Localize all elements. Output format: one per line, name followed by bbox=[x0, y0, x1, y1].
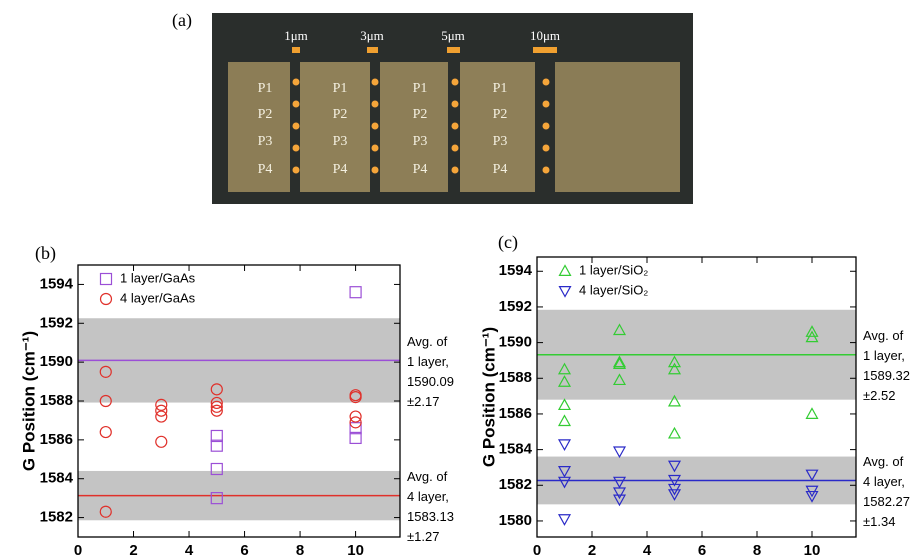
band-std: ±2.17 bbox=[407, 394, 439, 409]
point bbox=[614, 447, 625, 457]
band-note: 4 layer, bbox=[407, 489, 449, 504]
band-note: Avg. of bbox=[407, 334, 448, 349]
pad-label: P1 bbox=[333, 81, 348, 96]
y-tick-label: 1594 bbox=[40, 275, 74, 292]
panel-label: (c) bbox=[498, 232, 518, 253]
band-mean: 1589.32 bbox=[863, 368, 910, 383]
y-tick-label: 1584 bbox=[499, 441, 533, 458]
y-tick-label: 1588 bbox=[40, 392, 73, 409]
y-tick-label: 1580 bbox=[499, 512, 532, 529]
panel-label: (a) bbox=[172, 10, 192, 31]
x-tick-label: 0 bbox=[533, 542, 541, 556]
y-axis-label: G Position (cm⁻¹) bbox=[479, 327, 498, 467]
x-tick-label: 0 bbox=[74, 542, 82, 556]
pad-label: P4 bbox=[258, 162, 273, 177]
pad-label: P3 bbox=[413, 134, 428, 149]
y-tick-label: 1584 bbox=[40, 470, 74, 487]
point bbox=[100, 427, 111, 438]
point bbox=[350, 287, 361, 298]
point bbox=[559, 416, 570, 426]
pad-label: P2 bbox=[258, 107, 273, 122]
y-tick-label: 1588 bbox=[499, 369, 532, 386]
legend-label: 4 layer/SiO₂ bbox=[579, 282, 648, 297]
point bbox=[807, 408, 818, 418]
pad-label: P1 bbox=[493, 81, 508, 96]
x-tick-label: 10 bbox=[347, 542, 364, 556]
y-tick-label: 1592 bbox=[499, 298, 532, 315]
gap-label: 1μm bbox=[284, 28, 308, 43]
x-tick-label: 2 bbox=[129, 542, 137, 556]
figure: (a) 1μm 3μm 5μm 10μm P1 P2 P3 P4 P1 P2 P3 P4 P1 P2 P3 P… bbox=[0, 0, 916, 556]
band-note: Avg. of bbox=[407, 469, 448, 484]
y-tick-label: 1582 bbox=[499, 476, 532, 493]
point bbox=[559, 400, 570, 410]
legend-marker bbox=[560, 287, 571, 297]
legend-label: 1 layer/SiO₂ bbox=[579, 262, 648, 277]
x-tick-label: 6 bbox=[240, 542, 248, 556]
band-std: ±1.27 bbox=[407, 529, 439, 544]
band-std: ±1.34 bbox=[863, 514, 895, 529]
pad-label: P2 bbox=[413, 107, 428, 122]
legend-marker bbox=[560, 266, 571, 276]
band-mean: 1583.13 bbox=[407, 509, 454, 524]
band-note: 1 layer, bbox=[863, 348, 905, 363]
band-std: ±2.52 bbox=[863, 388, 895, 403]
band-note: 1 layer, bbox=[407, 354, 449, 369]
panel-label: (b) bbox=[35, 243, 56, 264]
point bbox=[156, 436, 167, 447]
y-tick-label: 1592 bbox=[40, 314, 73, 331]
chart: (c) Avg. of 1 layer, 1589.32 ±2.52 Avg. of 4 l… bbox=[479, 232, 910, 556]
gap-label: 10μm bbox=[530, 28, 560, 43]
x-tick-label: 4 bbox=[185, 542, 194, 556]
legend-marker bbox=[101, 294, 112, 305]
pad bbox=[555, 62, 680, 192]
pad-label: P3 bbox=[258, 134, 273, 149]
band-note: 4 layer, bbox=[863, 474, 905, 489]
x-tick-label: 10 bbox=[804, 542, 821, 556]
pad-label: P3 bbox=[333, 134, 348, 149]
pad-label: P2 bbox=[493, 107, 508, 122]
gap-label: 3μm bbox=[360, 28, 384, 43]
pad-label: P2 bbox=[333, 107, 348, 122]
band-note: Avg. of bbox=[863, 454, 904, 469]
pad-label: P3 bbox=[493, 134, 508, 149]
point bbox=[559, 440, 570, 450]
legend-label: 4 layer/GaAs bbox=[120, 290, 196, 305]
legend-marker bbox=[101, 274, 112, 285]
x-tick-label: 4 bbox=[643, 542, 652, 556]
pad-label: P4 bbox=[413, 162, 428, 177]
y-tick-label: 1594 bbox=[499, 262, 533, 279]
pad-label: P4 bbox=[493, 162, 508, 177]
point bbox=[669, 428, 680, 438]
y-tick-label: 1586 bbox=[40, 431, 73, 448]
y-tick-label: 1590 bbox=[40, 353, 73, 370]
x-tick-label: 8 bbox=[296, 542, 304, 556]
y-axis-label: G Position (cm⁻¹) bbox=[19, 331, 38, 471]
band-note: Avg. of bbox=[863, 328, 904, 343]
photo-panel: (a) 1μm 3μm 5μm 10μm P1 P2 P3 P4 P1 P2 P3 P4 P1 P2 P3 P… bbox=[172, 10, 693, 204]
band-mean: 1582.27 bbox=[863, 494, 910, 509]
band-mean: 1590.09 bbox=[407, 374, 454, 389]
x-tick-label: 8 bbox=[753, 542, 761, 556]
pad-label: P1 bbox=[258, 81, 273, 96]
legend-label: 1 layer/GaAs bbox=[120, 270, 196, 285]
gap-label: 5μm bbox=[441, 28, 465, 43]
x-tick-label: 6 bbox=[698, 542, 706, 556]
pad-label: P1 bbox=[413, 81, 428, 96]
chart: (b) Avg. of 1 layer, 1590.09 ±2.17 Avg. of 4 l… bbox=[19, 243, 454, 556]
y-tick-label: 1590 bbox=[499, 334, 532, 351]
y-tick-label: 1586 bbox=[499, 405, 532, 422]
point bbox=[559, 515, 570, 525]
x-tick-label: 2 bbox=[588, 542, 596, 556]
y-tick-label: 1582 bbox=[40, 509, 73, 526]
pad-label: P4 bbox=[333, 162, 348, 177]
